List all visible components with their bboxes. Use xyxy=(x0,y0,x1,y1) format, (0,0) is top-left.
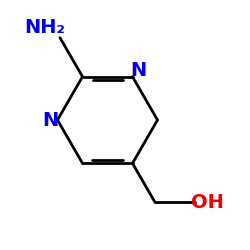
Text: N: N xyxy=(130,61,147,80)
Text: NH₂: NH₂ xyxy=(24,18,66,37)
Text: OH: OH xyxy=(191,193,224,212)
Text: N: N xyxy=(42,110,58,130)
